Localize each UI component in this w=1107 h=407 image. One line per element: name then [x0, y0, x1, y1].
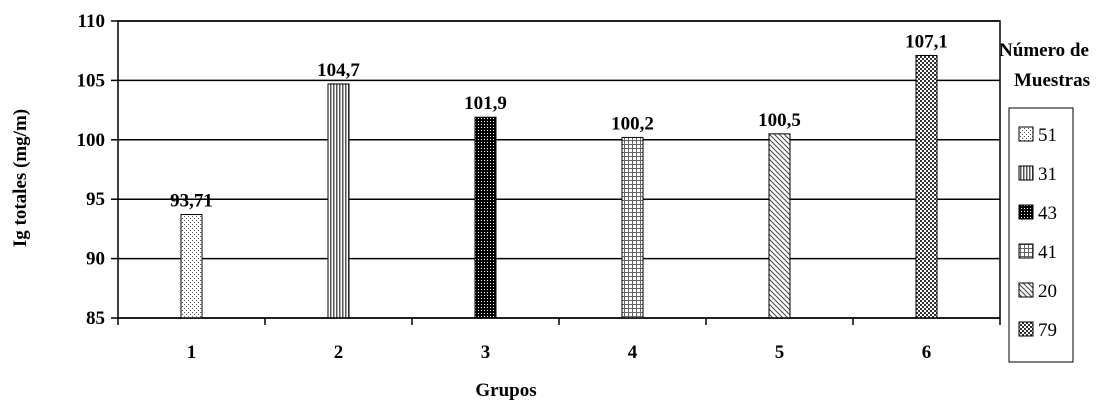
legend-swatch: [1018, 243, 1034, 259]
legend-label: 20: [1038, 281, 1057, 302]
y-tick-label: 105: [77, 70, 106, 91]
x-tick-label: 3: [481, 342, 491, 363]
legend-label: 43: [1038, 203, 1057, 224]
bar-3: [474, 116, 497, 319]
bar-5: [768, 133, 791, 319]
y-axis-title: Ig totales (mg/m): [10, 109, 31, 247]
legend-label: 79: [1038, 320, 1057, 341]
bar-6: [915, 54, 938, 319]
x-tick-label: 2: [334, 342, 344, 363]
data-label: 104,7: [317, 60, 360, 81]
legend: 51 31 43 41 20 79: [1018, 125, 1057, 341]
y-tick-label: 85: [86, 308, 105, 329]
axes: 85 90 95 100 105 110 1 2 3 4 5 6: [77, 11, 1001, 363]
bar-4: [621, 136, 644, 319]
bar-1: [180, 214, 203, 319]
legend-swatch: [1018, 126, 1034, 142]
legend-swatch: [1018, 165, 1034, 181]
legend-title-line2: Muestras: [1014, 70, 1090, 91]
x-tick-label: 6: [922, 342, 932, 363]
plot-area: [117, 20, 1001, 319]
y-tick-label: 95: [86, 189, 105, 210]
x-axis-title: Grupos: [475, 380, 536, 401]
x-tick-label: 4: [628, 342, 638, 363]
legend-swatch: [1018, 321, 1034, 337]
legend-label: 41: [1038, 242, 1057, 263]
legend-box: [1008, 107, 1074, 363]
bars: [180, 54, 938, 319]
gridlines: [118, 20, 1000, 319]
data-label: 93,71: [170, 191, 213, 212]
x-tick-label: 5: [775, 342, 785, 363]
legend-label: 51: [1038, 125, 1057, 146]
data-label: 101,9: [464, 93, 507, 114]
legend-title-line1: Número de: [999, 40, 1089, 61]
legend-label: 31: [1038, 164, 1057, 185]
data-labels: 93,71 104,7 101,9 100,2 100,5 107,1: [170, 31, 948, 211]
x-tick-label: 1: [187, 342, 197, 363]
data-label: 100,5: [758, 110, 801, 131]
bar-2: [327, 83, 350, 319]
legend-swatch: [1018, 204, 1034, 220]
y-tick-label: 110: [78, 11, 105, 32]
legend-swatch: [1018, 282, 1034, 298]
data-label: 100,2: [611, 113, 654, 134]
data-label: 107,1: [905, 31, 948, 52]
y-tick-label: 100: [77, 130, 106, 151]
y-tick-label: 90: [86, 249, 105, 270]
